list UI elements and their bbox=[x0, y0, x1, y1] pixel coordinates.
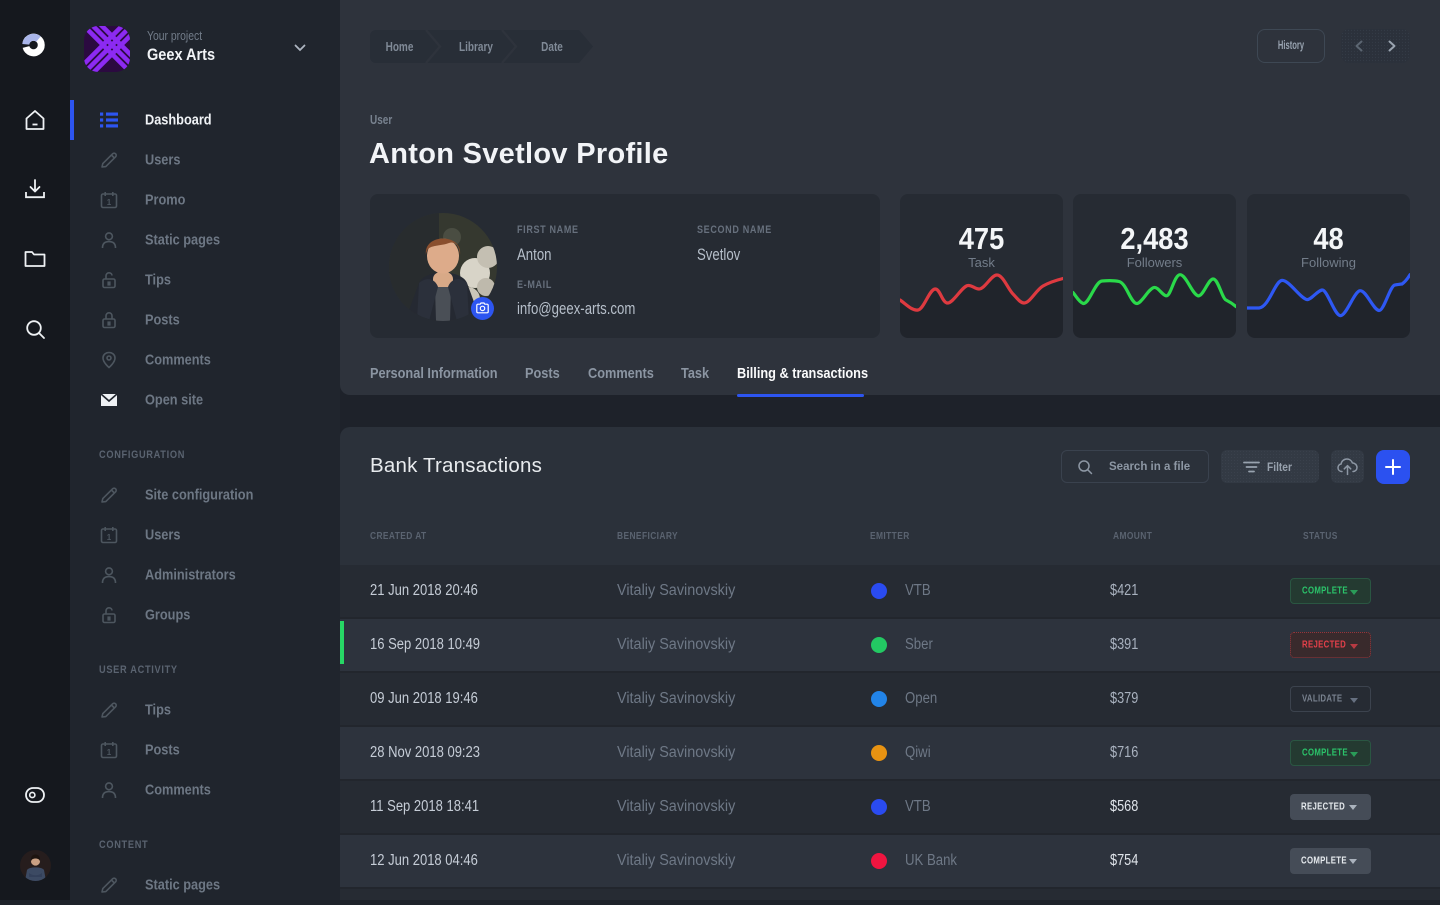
svg-text:1: 1 bbox=[107, 748, 112, 757]
svg-text:1: 1 bbox=[107, 198, 112, 207]
svg-text:1: 1 bbox=[107, 533, 112, 542]
